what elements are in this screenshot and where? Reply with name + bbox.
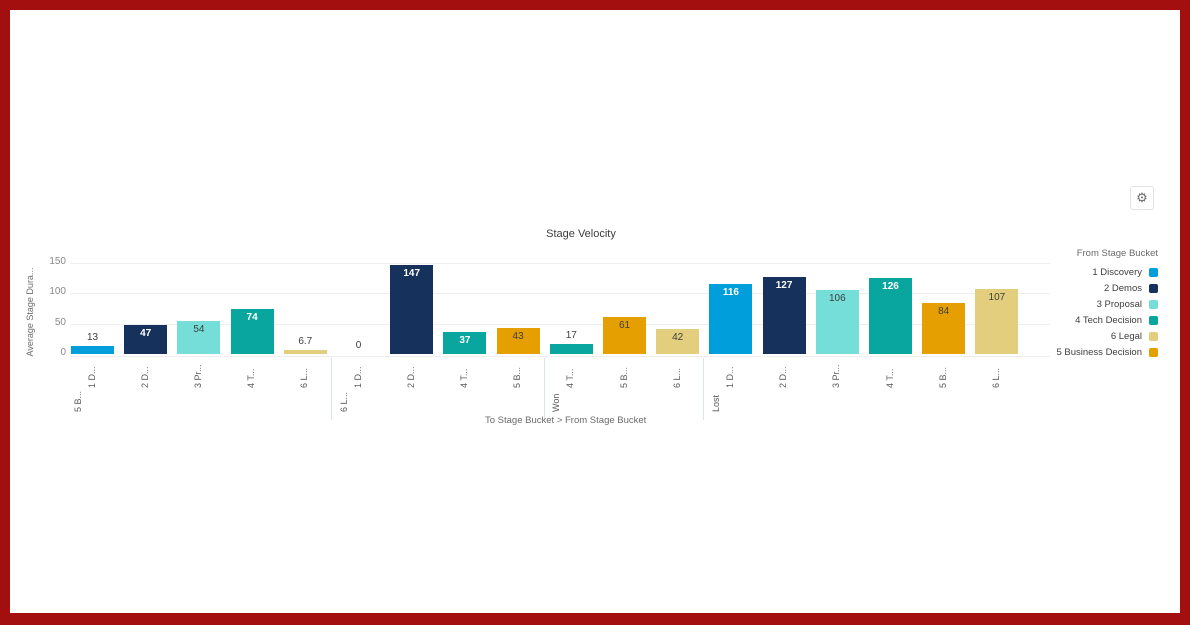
group-separator	[330, 358, 332, 420]
chart-title: Stage Velocity	[546, 228, 616, 240]
bar-value-label: 84	[938, 306, 950, 318]
bar[interactable]	[177, 321, 221, 354]
bar[interactable]	[869, 277, 912, 354]
gridline	[70, 293, 1050, 295]
legend-swatch	[1149, 299, 1158, 309]
x-tick-label: 3 Pr...	[192, 364, 203, 388]
bar-value-label: 74	[246, 312, 258, 324]
x-tick-label: 1 D...	[86, 366, 97, 388]
gridline	[70, 263, 1050, 264]
group-separator	[543, 358, 545, 420]
legend: From Stage Bucket 1 Discovery 2 Demos 3 Pr…	[1044, 248, 1162, 360]
legend-swatch	[1149, 267, 1158, 277]
bar[interactable]	[815, 289, 859, 354]
bar-value-label: 106	[828, 292, 846, 304]
gridline	[70, 323, 1050, 325]
legend-item[interactable]: 3 Proposal	[1044, 296, 1162, 312]
x-tick-label: 1 D...	[352, 366, 363, 388]
y-tick-label: 100	[49, 286, 66, 298]
legend-item[interactable]: 2 Demos	[1044, 280, 1162, 296]
x-tick-label: 6 L...	[671, 367, 682, 388]
x-tick-label: 6 L...	[299, 367, 310, 388]
legend-item[interactable]: 1 Discovery	[1044, 264, 1162, 280]
x-tick-label: 4 T...	[458, 368, 469, 388]
x-tick-label: 1 D...	[724, 366, 735, 388]
legend-item-label: 1 Discovery	[1092, 266, 1142, 278]
x-tick-label: 5 B...	[512, 366, 523, 388]
bar[interactable]	[283, 349, 327, 354]
bar[interactable]	[603, 316, 646, 354]
x-tick-label: 3 Pr...	[831, 364, 842, 388]
bar-value-label: 17	[565, 329, 577, 341]
bar-value-label: 43	[512, 330, 524, 342]
bar-value-label: 107	[988, 292, 1006, 304]
bar[interactable]	[922, 303, 966, 354]
bar[interactable]	[124, 325, 168, 354]
y-tick-label: 0	[60, 347, 66, 358]
bar[interactable]	[390, 264, 434, 354]
x-tick-label: 6 L...	[990, 367, 1001, 388]
x-group-label: Won	[551, 393, 562, 412]
bar[interactable]	[496, 327, 540, 354]
x-tick-label: 4 T...	[565, 368, 576, 388]
legend-item[interactable]: 4 Tech Decision	[1044, 312, 1162, 328]
bar[interactable]	[230, 309, 274, 354]
x-tick-label: 4 T...	[246, 368, 257, 388]
x-tick-label: 5 B...	[937, 366, 948, 388]
y-tick-label: 150	[49, 256, 66, 267]
bar-value-label: 42	[672, 331, 684, 343]
x-group-label: Lost	[710, 394, 721, 412]
x-group-label: 5 B...	[72, 390, 83, 412]
gear-icon: ⚙	[1136, 190, 1148, 205]
legend-title: From Stage Bucket	[1076, 248, 1158, 259]
x-tick-label: 2 D...	[139, 366, 150, 388]
legend-item-label: 6 Legal	[1110, 330, 1142, 342]
bar[interactable]	[656, 328, 700, 354]
legend-item-label: 2 Demos	[1103, 282, 1142, 294]
legend-item-label: 3 Proposal	[1096, 298, 1142, 310]
legend-item[interactable]: 5 Business Decision	[1044, 344, 1162, 360]
y-axis-label: Average Stage Dura...	[25, 267, 35, 357]
legend-swatch	[1149, 315, 1158, 325]
legend-swatch	[1149, 283, 1158, 293]
bar-value-label: 47	[140, 328, 152, 340]
bar[interactable]	[762, 276, 806, 354]
bar[interactable]	[71, 346, 114, 354]
y-tick-label: 50	[54, 316, 66, 328]
bar-value-label: 116	[722, 286, 739, 298]
x-tick-label: 2 D...	[405, 366, 416, 388]
bar[interactable]	[709, 283, 753, 354]
legend-item[interactable]: 6 Legal	[1044, 328, 1162, 344]
bar-value-label: 37	[459, 334, 471, 346]
bar-value-label: 127	[775, 279, 793, 291]
chart-settings-button[interactable]: ⚙	[1130, 186, 1154, 210]
bar[interactable]	[549, 343, 593, 354]
x-tick-label: 4 T...	[884, 368, 895, 388]
bar[interactable]	[975, 289, 1019, 354]
bar-value-label: 147	[403, 267, 421, 279]
bar-value-label: 54	[193, 324, 205, 336]
bar[interactable]	[443, 331, 487, 354]
legend-swatch	[1149, 331, 1158, 341]
bar-value-label: 6.7	[298, 335, 313, 347]
group-separator	[703, 358, 705, 420]
legend-item-label: 4 Tech Decision	[1075, 314, 1142, 326]
x-tick-label: 2 D...	[778, 366, 789, 388]
x-axis-title: To Stage Bucket > From Stage Bucket	[485, 415, 647, 426]
x-tick-label: 5 B...	[618, 366, 629, 388]
bar-value-label: 0	[355, 340, 362, 351]
legend-swatch	[1149, 347, 1158, 357]
bar-value-label: 13	[86, 332, 99, 344]
x-group-label: 6 L...	[338, 391, 349, 412]
bar-value-label: 126	[882, 280, 899, 292]
bar-value-label: 61	[618, 319, 631, 331]
gridline	[70, 356, 1050, 357]
legend-item-label: 5 Business Decision	[1056, 346, 1142, 358]
